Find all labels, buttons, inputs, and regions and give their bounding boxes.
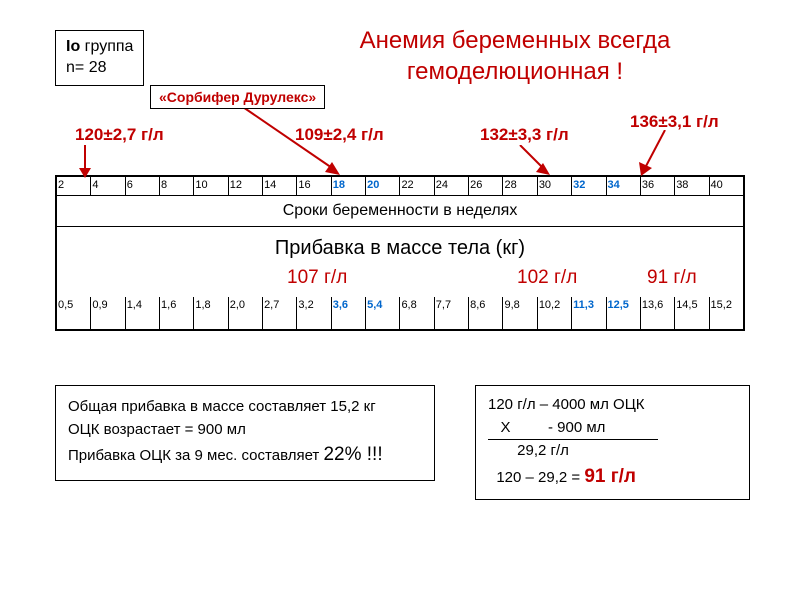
sub-c: 91 г/л	[647, 267, 697, 289]
group-line1: Iо группа	[66, 37, 133, 58]
table-cell: 38	[675, 177, 709, 195]
sub-a: 107 г/л	[287, 267, 347, 289]
label-l3: 132±3,3 г/л	[480, 125, 569, 145]
table-cell: 10,2	[538, 297, 572, 329]
table-cell: 6	[126, 177, 160, 195]
table-cell: 14,5	[675, 297, 709, 329]
table-cell: 10	[194, 177, 228, 195]
table-cell: 3,6	[332, 297, 366, 329]
table-cell: 1,8	[194, 297, 228, 329]
table-cell: 0,5	[57, 297, 91, 329]
summary-l3: Прибавка ОЦК за 9 мес. составляет 22% !!…	[68, 441, 422, 470]
table-cell: 22	[400, 177, 434, 195]
table-cell: 1,6	[160, 297, 194, 329]
arrow-4	[635, 130, 675, 180]
summary-l1: Общая прибавка в массе составляет 15,2 к…	[68, 396, 422, 419]
calc-l1: 120 г/л – 4000 мл ОЦК	[488, 394, 737, 417]
table-cell: 0,9	[91, 297, 125, 329]
calc-l2: X - 900 мл	[488, 417, 737, 441]
table-cell: 13,6	[641, 297, 675, 329]
table-cell: 2,0	[229, 297, 263, 329]
group-box: Iо группа n= 28	[55, 30, 144, 86]
table-cell: 40	[710, 177, 743, 195]
table-cell: 1,4	[126, 297, 160, 329]
table-cell: 12,5	[607, 297, 641, 329]
drug-callout: «Сорбифер Дурулекс»	[150, 85, 325, 109]
label-l1: 120±2,7 г/л	[75, 125, 164, 145]
table-cell: 2,7	[263, 297, 297, 329]
summary-pct: 22% !!!	[323, 444, 382, 465]
table-cell: 32	[572, 177, 606, 195]
table-cell: 20	[366, 177, 400, 195]
data-table: 246810121416182022242628303234363840 Сро…	[55, 175, 745, 331]
summary-box: Общая прибавка в массе составляет 15,2 к…	[55, 385, 435, 481]
group-line2: n= 28	[66, 58, 133, 79]
summary-l2: ОЦК возрастает = 900 мл	[68, 419, 422, 442]
mass-header-row: Прибавка в массе тела (кг) 107 г/л 102 г…	[57, 227, 743, 297]
group-rest: группа	[80, 38, 133, 55]
table-cell: 24	[435, 177, 469, 195]
calc-box: 120 г/л – 4000 мл ОЦК X - 900 мл 29,2 г/…	[475, 385, 750, 500]
table-cell: 7,7	[435, 297, 469, 329]
table-cell: 11,3	[572, 297, 606, 329]
weeks-header: Сроки беременности в неделях	[57, 196, 743, 227]
arrow-2	[235, 100, 345, 180]
table-cell: 8,6	[469, 297, 503, 329]
mass-header: Прибавка в массе тела (кг)	[275, 237, 525, 259]
table-cell: 9,8	[503, 297, 537, 329]
arrow-3	[495, 145, 555, 180]
calc-l4: 120 – 29,2 = 91 г/л	[488, 463, 737, 492]
table-cell: 6,8	[400, 297, 434, 329]
table-cell: 15,2	[710, 297, 743, 329]
sub-b: 102 г/л	[517, 267, 577, 289]
table-cell: 5,4	[366, 297, 400, 329]
page-title: Анемия беременных всегда гемоделюционная…	[280, 25, 750, 87]
calc-l3: 29,2 г/л	[488, 440, 737, 463]
row-mass: 0,50,91,41,61,82,02,73,23,65,46,87,78,69…	[57, 297, 743, 329]
table-cell: 3,2	[297, 297, 331, 329]
table-cell: 8	[160, 177, 194, 195]
calc-result: 91 г/л	[584, 466, 636, 487]
arrow-1	[70, 145, 100, 180]
label-l4: 136±3,1 г/л	[630, 112, 719, 132]
group-bold: Iо	[66, 38, 80, 55]
